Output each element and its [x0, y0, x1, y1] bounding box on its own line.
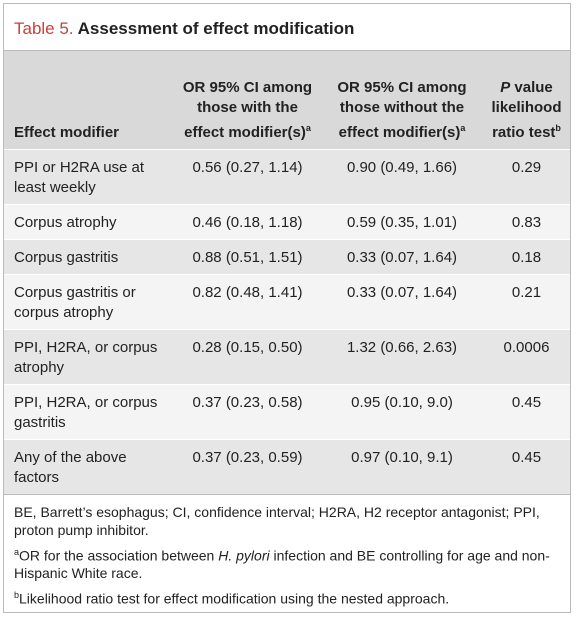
table-cell: 0.59 (0.35, 1.01) — [321, 203, 483, 239]
header-italic: P — [500, 78, 511, 96]
table-cell: 1.32 (0.66, 2.63) — [321, 328, 483, 384]
table-cell: 0.29 — [483, 148, 570, 204]
table-cell: 0.33 (0.07, 1.64) — [321, 238, 483, 274]
footnote-text: Likelihood ratio test for effect modific… — [19, 590, 450, 607]
table-row: PPI, H2RA, or corpus atrophy 0.28 (0.15, … — [4, 328, 570, 384]
table-cell: 0.90 (0.49, 1.66) — [321, 148, 483, 204]
table-row: Corpus atrophy 0.46 (0.18, 1.18) 0.59 (0.3… — [4, 203, 570, 239]
table-cell: 0.37 (0.23, 0.58) — [174, 383, 321, 439]
table-cell: 0.82 (0.48, 1.41) — [174, 273, 321, 329]
table-card: Table 5. Assessment of effect modificati… — [3, 3, 571, 613]
footnote: BE, Barrett’s esophagus; CI, confidence … — [14, 503, 540, 538]
header-text: value likelihood ratio test — [491, 78, 562, 141]
header-text: Effect modifier — [14, 123, 120, 141]
table-row: Corpus gastritis 0.88 (0.51, 1.51) 0.33 (0… — [4, 238, 570, 274]
header-text: OR 95% CI among those without the effect… — [337, 78, 467, 141]
table-cell: PPI or H2RA use at least weekly — [4, 148, 174, 204]
table-cell: PPI, H2RA, or corpus atrophy — [4, 328, 174, 384]
table-cell: 0.45 — [483, 383, 570, 439]
table-cell: 0.88 (0.51, 1.51) — [174, 238, 321, 274]
footnote: aOR for the association between H. pylor… — [14, 543, 560, 583]
footnote-mark: a — [305, 122, 311, 133]
table-cell: 0.56 (0.27, 1.14) — [174, 148, 321, 204]
table-cell: 0.97 (0.10, 9.1) — [321, 438, 483, 494]
footnote-mark: a — [14, 546, 20, 557]
footnote-text: infection and BE controlling for age and… — [14, 547, 550, 582]
table-cell: 0.33 (0.07, 1.64) — [321, 273, 483, 329]
footnote: bLikelihood ratio test for effect modifi… — [14, 586, 560, 608]
footnote-text: OR for the association between — [19, 547, 215, 564]
footnote-mark: a — [460, 122, 466, 133]
data-table: Effect modifier OR 95% CI among those wi… — [4, 51, 570, 494]
title-label: Table 5. — [14, 19, 74, 38]
table-cell: Corpus gastritis or corpus atrophy — [4, 273, 174, 329]
header-cell: Effect modifier — [4, 51, 174, 149]
table-cell: PPI, H2RA, or corpus gastritis — [4, 383, 174, 439]
header-cell: P value likelihood ratio testb — [483, 51, 570, 149]
table-cell: Corpus atrophy — [4, 203, 174, 239]
table-cell: 0.0006 — [483, 328, 570, 384]
table-cell: Any of the above factors — [4, 438, 174, 494]
header-text: OR 95% CI among those with the effect mo… — [182, 78, 313, 141]
header-cell: OR 95% CI among those with the effect mo… — [174, 51, 321, 149]
table-title: Table 5. Assessment of effect modificati… — [4, 4, 570, 51]
table-cell: Corpus gastritis — [4, 238, 174, 274]
footnotes: BE, Barrett’s esophagus; CI, confidence … — [4, 493, 570, 620]
header-cell: OR 95% CI among those without the effect… — [321, 51, 483, 149]
footnote-mark: b — [14, 590, 20, 601]
title-text: Assessment of effect modification — [77, 19, 355, 38]
footnote-mark: b — [555, 122, 561, 133]
table-cell: 0.45 — [483, 438, 570, 494]
table-cell: 0.28 (0.15, 0.50) — [174, 328, 321, 384]
table-cell: 0.83 — [483, 203, 570, 239]
table-cell: 0.95 (0.10, 9.0) — [321, 383, 483, 439]
table-cell: 0.18 — [483, 238, 570, 274]
table-cell: 0.21 — [483, 273, 570, 329]
footnote-italic: H. pylori — [218, 547, 270, 564]
table-cell: 0.46 (0.18, 1.18) — [174, 203, 321, 239]
table-row: Corpus gastritis or corpus atrophy 0.82 (… — [4, 273, 570, 329]
table-cell: 0.37 (0.23, 0.59) — [174, 438, 321, 494]
table-row: PPI, H2RA, or corpus gastritis 0.37 (0.23… — [4, 383, 570, 439]
table-row: PPI or H2RA use at least weekly 0.56 (0.2… — [4, 148, 570, 204]
table-row: Any of the above factors 0.37 (0.23, 0.59… — [4, 438, 570, 494]
